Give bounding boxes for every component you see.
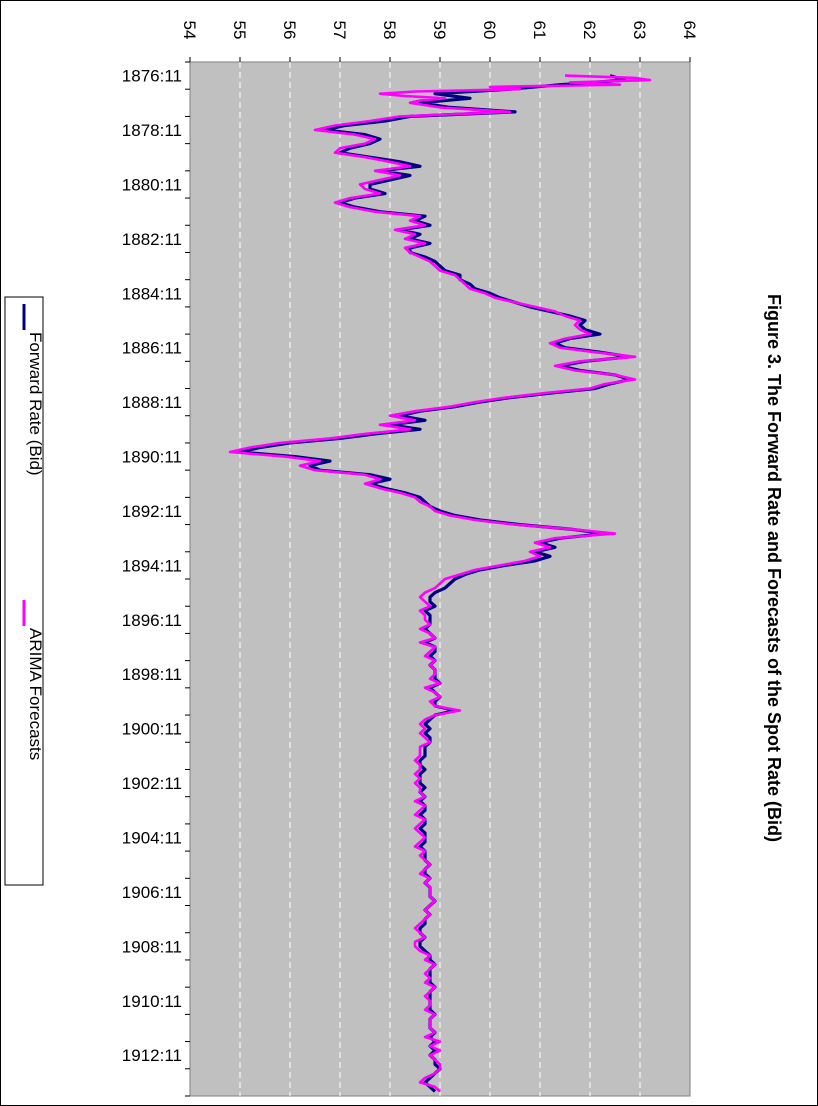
date-tick-label: 1884:11 <box>122 284 182 303</box>
gridlines <box>239 62 641 1096</box>
date-tick-label: 1888:11 <box>122 393 182 412</box>
chart-title: Figure 3. The Forward Rate and Forecasts… <box>764 294 784 842</box>
value-tick-label: 58 <box>380 21 399 40</box>
date-tick-label: 1898:11 <box>122 665 182 684</box>
value-tick-label: 54 <box>180 21 199 40</box>
legend: Forward Rate (Bid) ARIMA Forecasts <box>4 296 45 886</box>
date-tick-label: 1890:11 <box>122 448 182 467</box>
date-tick-label: 1878:11 <box>122 121 182 140</box>
date-tick-label: 1902:11 <box>122 774 182 793</box>
value-tick-label: 61 <box>530 21 549 40</box>
date-tick-label: 1894:11 <box>122 556 182 575</box>
date-tick-label: 1900:11 <box>122 720 182 739</box>
date-tick-label: 1892:11 <box>122 502 182 521</box>
date-tick-label: 1876:11 <box>122 67 182 86</box>
date-tick-label: 1880:11 <box>122 175 182 194</box>
date-tick-label: 1904:11 <box>122 829 182 848</box>
date-tick-label: 1908:11 <box>122 937 182 956</box>
date-ticks: 1876:11 1878:11 1880:11 1882:11 1884:11 1886:… <box>122 61 190 1097</box>
legend-label-forward-rate: Forward Rate (Bid) <box>26 332 45 476</box>
value-tick-label: 63 <box>630 21 649 40</box>
value-tick-label: 55 <box>230 21 249 40</box>
series-line-arima <box>228 74 652 1093</box>
value-tick-label: 62 <box>580 21 599 40</box>
legend-box <box>4 296 44 886</box>
value-tick-label: 56 <box>280 21 299 40</box>
series-lines <box>228 74 652 1093</box>
value-tick-label: 59 <box>430 21 449 40</box>
date-tick-label: 1882:11 <box>122 230 182 249</box>
value-tick-label: 60 <box>480 21 499 40</box>
date-tick-label: 1910:11 <box>122 992 182 1011</box>
value-ticks: 54 55 56 57 58 59 60 61 62 63 64 <box>180 21 699 62</box>
value-tick-label: 57 <box>330 21 349 40</box>
date-tick-label: 1896:11 <box>122 611 182 630</box>
legend-label-arima: ARIMA Forecasts <box>26 628 45 760</box>
value-tick-label: 64 <box>680 21 699 40</box>
date-tick-label: 1906:11 <box>122 883 182 902</box>
date-tick-label: 1886:11 <box>122 339 182 358</box>
date-tick-label: 1912:11 <box>122 1046 182 1065</box>
